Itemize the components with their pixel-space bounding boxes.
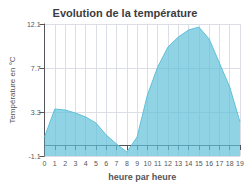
svg-text:6: 6 bbox=[104, 160, 108, 167]
svg-text:10: 10 bbox=[144, 160, 152, 167]
svg-text:4: 4 bbox=[84, 160, 88, 167]
svg-text:16: 16 bbox=[205, 160, 213, 167]
svg-text:heure par heure: heure par heure bbox=[108, 172, 176, 182]
svg-text:13: 13 bbox=[174, 160, 182, 167]
svg-text:3: 3 bbox=[73, 160, 77, 167]
svg-text:17: 17 bbox=[216, 160, 224, 167]
svg-text:19: 19 bbox=[236, 160, 244, 167]
svg-text:8: 8 bbox=[125, 160, 129, 167]
svg-text:15: 15 bbox=[195, 160, 203, 167]
svg-text:Evolution de la température: Evolution de la température bbox=[53, 7, 198, 19]
svg-text:7.7: 7.7 bbox=[31, 65, 41, 72]
svg-text:Température en °C: Température en °C bbox=[8, 56, 17, 123]
svg-text:2: 2 bbox=[63, 160, 67, 167]
svg-text:18: 18 bbox=[226, 160, 234, 167]
svg-text:12: 12 bbox=[164, 160, 172, 167]
svg-text:3.3: 3.3 bbox=[31, 109, 41, 116]
svg-text:9: 9 bbox=[135, 160, 139, 167]
svg-text:7: 7 bbox=[115, 160, 119, 167]
svg-text:-1.1: -1.1 bbox=[28, 153, 40, 160]
svg-text:0: 0 bbox=[43, 160, 47, 167]
svg-text:1: 1 bbox=[53, 160, 57, 167]
svg-text:12.1: 12.1 bbox=[27, 21, 41, 28]
svg-text:11: 11 bbox=[154, 160, 161, 167]
svg-text:5: 5 bbox=[94, 160, 98, 167]
svg-text:14: 14 bbox=[185, 160, 193, 167]
